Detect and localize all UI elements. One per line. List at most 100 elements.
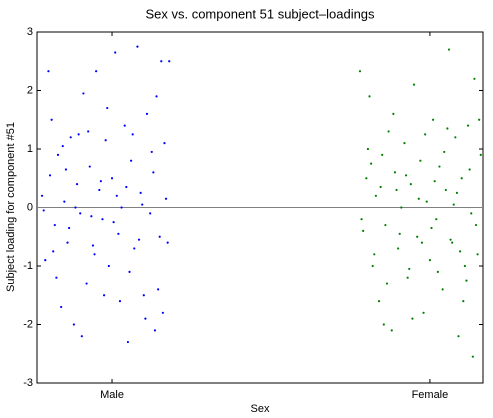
data-point [465, 279, 468, 282]
y-tick-label: -1 [23, 260, 33, 272]
data-point [110, 177, 114, 180]
data-point [150, 150, 153, 154]
data-point [370, 162, 373, 165]
data-point [470, 212, 473, 215]
data-point [368, 95, 371, 98]
data-point [101, 218, 104, 221]
chart-title: Sex vs. component 51 subject–loadings [145, 6, 375, 21]
data-point [163, 142, 166, 145]
data-point [384, 223, 387, 227]
data-point [395, 188, 398, 192]
data-point [373, 253, 376, 256]
data-point [444, 188, 447, 192]
data-point [416, 235, 419, 238]
data-point [382, 323, 385, 326]
data-point [454, 136, 457, 139]
data-point [365, 177, 368, 180]
data-point [379, 185, 382, 189]
data-point [72, 323, 75, 326]
data-point [366, 147, 370, 151]
data-point [455, 191, 459, 194]
data-point [398, 232, 401, 235]
data-point [153, 329, 157, 332]
data-point [102, 294, 106, 297]
data-point [60, 305, 63, 309]
data-point [473, 77, 476, 80]
data-point [452, 203, 455, 206]
data-point [82, 92, 85, 95]
data-point [77, 133, 80, 136]
data-point [139, 191, 142, 194]
data-point [85, 282, 88, 285]
data-point [166, 241, 169, 244]
data-point [50, 118, 53, 121]
data-point [392, 112, 395, 115]
data-point [131, 133, 134, 136]
y-tick-label: 0 [27, 201, 33, 213]
data-point [44, 259, 47, 262]
data-point [52, 250, 55, 253]
data-point [149, 212, 152, 215]
data-point [69, 136, 72, 139]
data-point [479, 153, 482, 156]
data-point [360, 218, 363, 221]
data-point [145, 112, 149, 115]
data-point [136, 45, 139, 48]
data-point [478, 118, 481, 121]
data-point [460, 177, 463, 180]
data-point [90, 215, 93, 218]
data-point [104, 139, 107, 142]
data-point [457, 335, 460, 338]
data-point [125, 185, 128, 189]
data-point [115, 194, 118, 197]
data-point [88, 165, 91, 168]
data-point [428, 259, 432, 262]
data-point [157, 288, 160, 291]
data-point [387, 130, 390, 133]
data-point [74, 206, 77, 209]
data-point [95, 70, 98, 73]
data-point [87, 130, 90, 133]
data-point [126, 340, 130, 344]
data-point [129, 159, 133, 162]
y-tick-label: -2 [23, 318, 33, 330]
x-tick-label: Male [100, 389, 124, 401]
data-point [447, 48, 451, 51]
y-tick-label: 2 [27, 84, 33, 96]
data-point [91, 244, 95, 247]
data-point [98, 188, 101, 192]
data-point [438, 165, 441, 168]
y-tick-label: 1 [27, 143, 33, 155]
data-point [107, 264, 110, 268]
data-point [390, 329, 393, 332]
data-point [152, 171, 155, 174]
x-axis-label: Sex [251, 403, 270, 415]
data-point [75, 183, 79, 186]
data-point [158, 235, 161, 238]
data-point [114, 51, 117, 54]
data-point [417, 197, 420, 200]
data-point [403, 142, 406, 145]
data-point [155, 95, 158, 98]
data-point [168, 60, 171, 63]
data-point [40, 194, 44, 197]
data-point [142, 294, 145, 297]
data-point [362, 229, 365, 232]
data-point [112, 221, 115, 224]
y-tick-label: -3 [23, 377, 33, 389]
data-point [433, 180, 436, 183]
data-point [446, 127, 449, 130]
data-point [118, 300, 122, 303]
data-point [422, 311, 425, 314]
data-point [358, 70, 362, 73]
data-point [128, 270, 131, 273]
data-point [411, 317, 414, 320]
data-point [371, 264, 374, 268]
data-point [393, 171, 397, 174]
data-point [48, 174, 52, 177]
data-point [406, 276, 409, 279]
data-point [56, 153, 60, 156]
data-point [377, 300, 381, 303]
data-point [466, 124, 470, 127]
data-point [160, 60, 163, 63]
